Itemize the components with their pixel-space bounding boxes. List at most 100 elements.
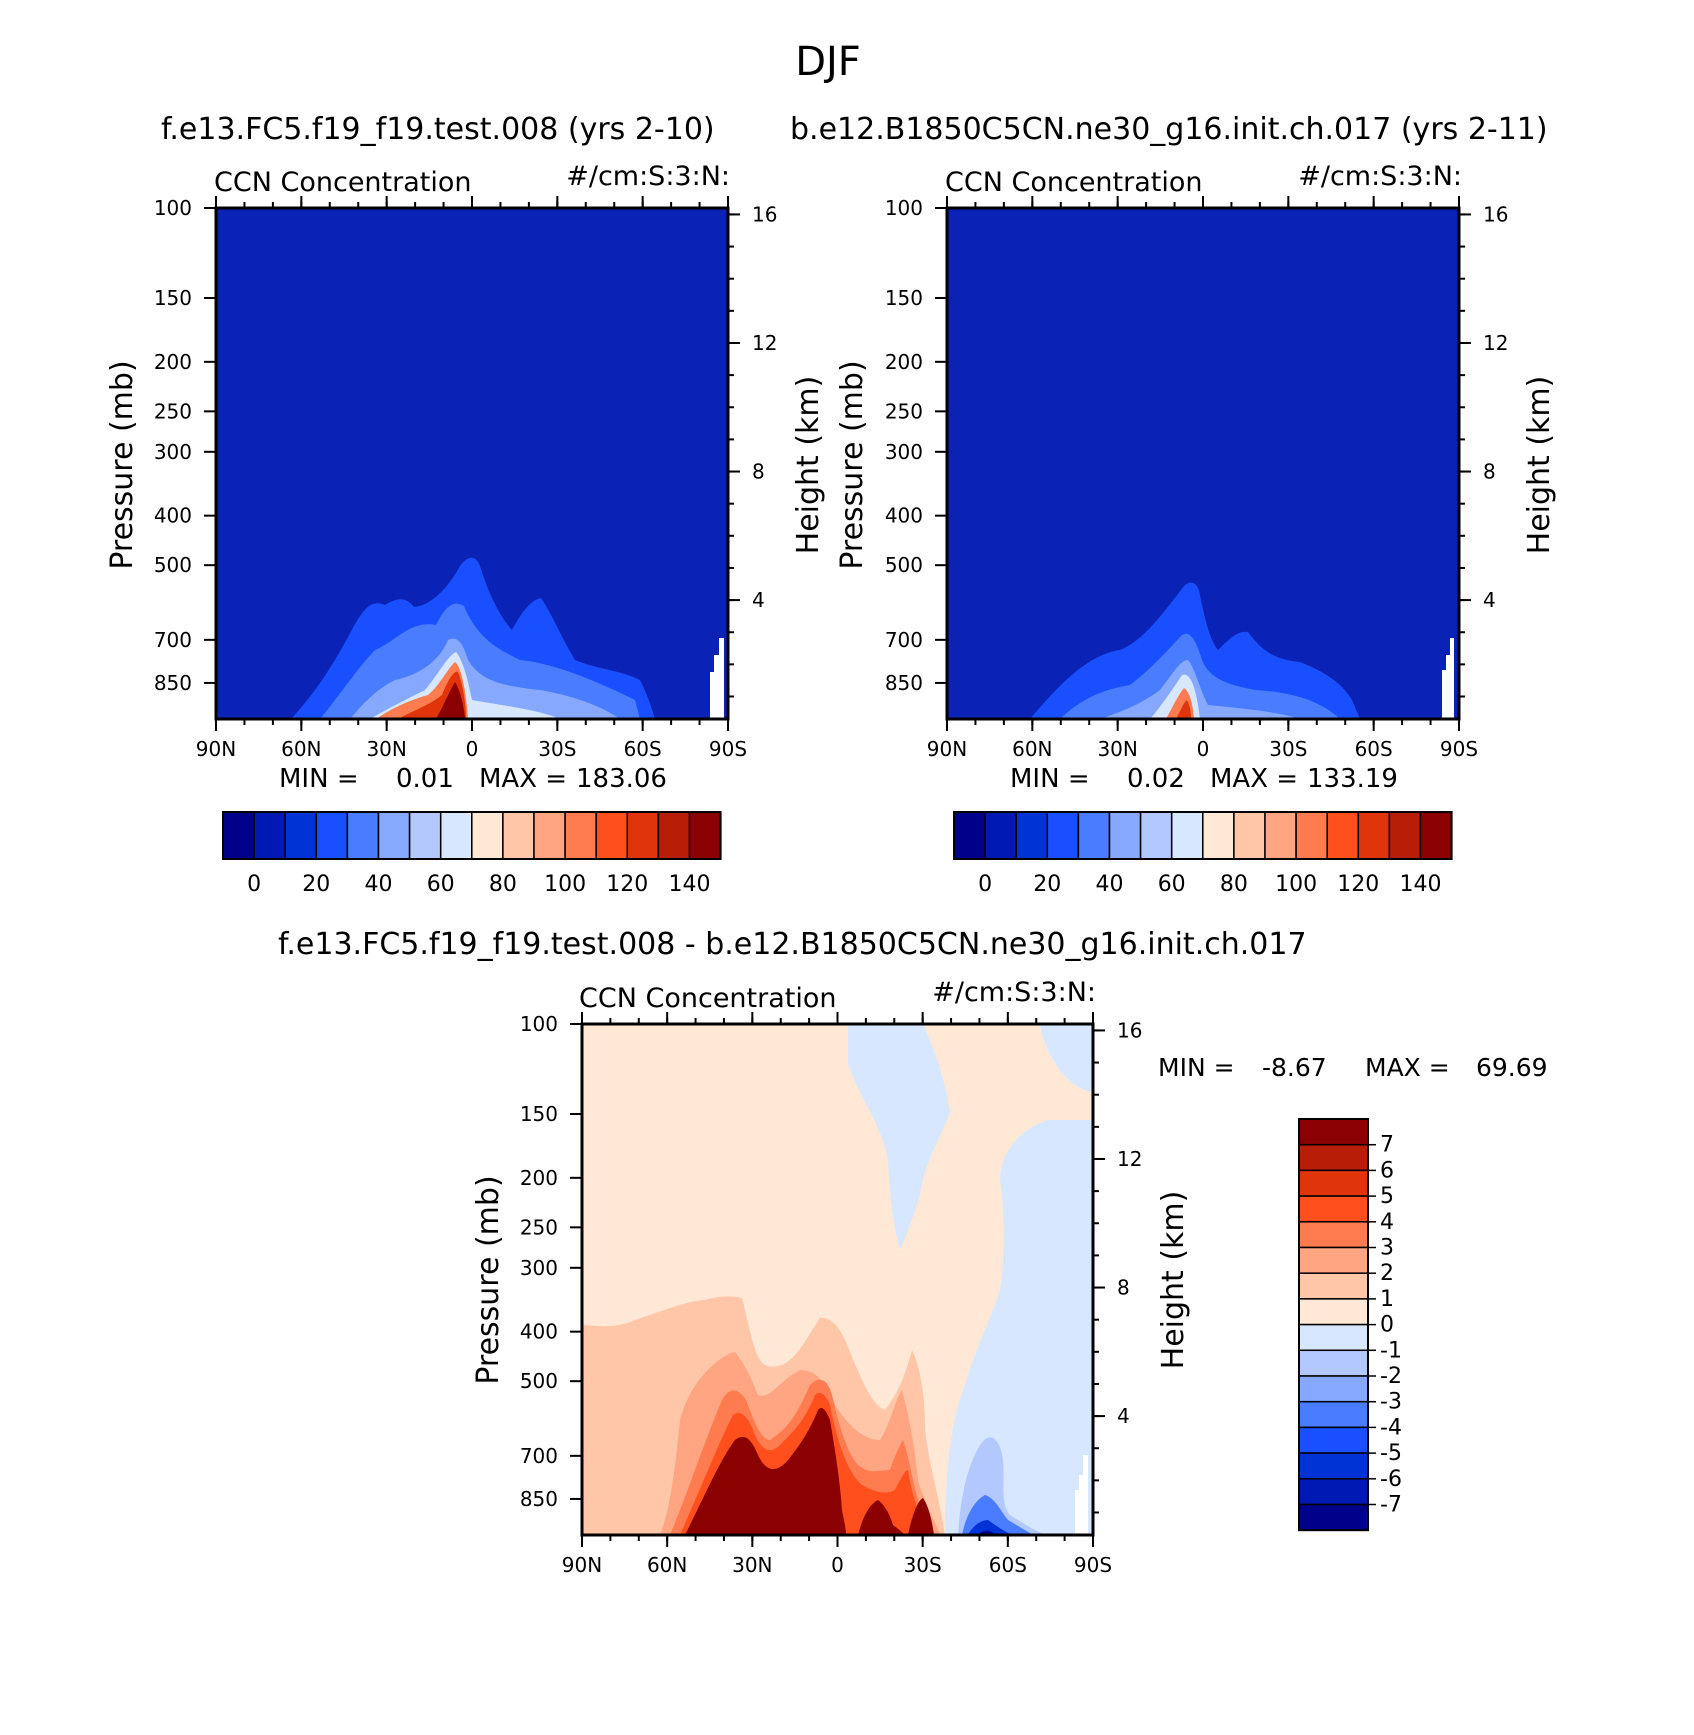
panel-2-ylabel: Pressure (mb) [835,360,870,569]
y-tick-label: 400 [154,504,192,528]
panel-3: f.e13.FC5.f19_f19.test.008 - b.e12.B1850… [278,927,1548,1577]
panel-3-y2label: Height (km) [1156,1191,1191,1370]
x-tick-label: 60N [1012,737,1052,761]
colorbar-swatch [688,811,722,860]
panel-3-positive-small [620,1498,636,1535]
y-tick-label: 250 [885,399,923,423]
colorbar-swatch [1295,811,1328,860]
x-tick-label: 60N [281,737,321,761]
colorbar-tick-label: 120 [606,872,648,897]
panel-1-plume-core [436,682,465,719]
panel-1-ylabel: Pressure (mb) [105,360,140,569]
colorbar-tick-label: 7 [1380,1133,1394,1158]
panel-3-missing-region [1075,1455,1088,1535]
panel-3-negative-upper [848,1024,950,1250]
x-tick-label: 0 [831,1553,844,1577]
colorbar-swatch [1298,1375,1369,1403]
y-tick-label: 150 [154,286,192,310]
panel-3-positive-core [685,1408,846,1535]
panel-1: f.e13.FC5.f19_f19.test.008 (yrs 2-10) CC… [105,112,826,897]
colorbar-swatch [315,811,349,860]
panel-1-x-ticks: 90N 60N 30N 0 30S 60S 90S [196,196,747,761]
colorbar-swatch [1298,1272,1369,1300]
panel-2-plume-core [1176,700,1191,719]
colorbar-swatch [657,811,691,860]
colorbar-tick-label: -4 [1380,1415,1402,1440]
colorbar-swatch [1298,1169,1369,1197]
panel-1-y-ticks: 100 150 200 250 300 400 500 700 850 [154,196,216,695]
panel-2-max-value: 133.19 [1307,764,1398,794]
colorbar-tick-label: 0 [1380,1313,1394,1338]
colorbar-tick-label: 3 [1380,1236,1394,1261]
colorbar-tick-label: 60 [427,872,455,897]
panel-3-negative-south [945,1120,1093,1535]
colorbar-tick-label: -5 [1380,1441,1402,1466]
colorbar-swatch [377,811,411,860]
panel-3-right-label: #/cm:S:3:N: [932,977,1096,1008]
y2-tick-label: 12 [1117,1147,1142,1171]
x-tick-label: 30S [904,1553,942,1577]
colorbar-tick-label: 40 [365,872,393,897]
panel-3-left-label: CCN Concentration [579,983,837,1014]
colorbar-swatch [533,811,566,860]
x-tick-label: 60N [647,1553,687,1577]
colorbar-swatch [1139,811,1173,860]
panel-1-left-label: CCN Concentration [214,167,472,198]
y-tick-label: 150 [520,1102,558,1126]
panel-2-max-label: MAX = [1210,764,1298,794]
colorbar-swatch [564,811,597,860]
colorbar-swatch [1015,811,1049,860]
colorbar-tick-label: 140 [669,872,711,897]
colorbar-swatch [626,811,660,860]
panel-2-plume-light [1100,660,1300,719]
y-tick-label: 200 [154,350,192,374]
colorbar-swatch [346,811,380,860]
panel-3-x-ticks: 90N 60N 30N 0 30S 60S 90S [562,1012,1112,1577]
y-tick-label: 150 [885,286,923,310]
panel-1-max-value: 183.06 [576,764,667,794]
colorbar-swatch [1298,1221,1369,1249]
colorbar-swatch [1046,811,1080,860]
colorbar-swatch [1298,1349,1369,1377]
colorbar-tick-label: -6 [1380,1467,1402,1492]
y-tick-label: 300 [154,440,192,464]
panel-3-y-ticks: 100 150 200 250 300 400 500 700 850 [520,1012,582,1511]
colorbar-tick-label: 5 [1380,1184,1394,1209]
y2-tick-label: 16 [1117,1018,1142,1042]
panel-2-y2label: Height (km) [1522,376,1557,555]
colorbar-swatch [1298,1246,1369,1274]
colorbar-swatch [1326,811,1360,860]
colorbar-tick-label: 100 [1275,872,1317,897]
colorbar-swatch [1298,1503,1369,1531]
x-tick-label: 30S [1269,737,1307,761]
x-tick-label: 30N [366,737,406,761]
colorbar-swatch [1108,811,1142,860]
panel-2-plot-area [947,208,1459,719]
panel-2-y2-ticks: 16 12 8 4 [1459,202,1508,698]
panel-1-max-label: MAX = [479,764,567,794]
y2-tick-label: 12 [1483,331,1508,355]
y2-tick-label: 4 [1117,1404,1130,1428]
panel-1-min-value: 0.01 [396,764,454,794]
panel-3-negative-blob-3 [968,1520,1012,1535]
colorbar-swatch [1298,1143,1369,1172]
panel-1-y2-ticks: 16 12 8 4 [728,202,777,698]
panel-3-positive-core-3 [908,1498,934,1535]
x-tick-label: 60S [1355,737,1393,761]
colorbar-tick-label: 1 [1380,1287,1394,1312]
colorbar-tick-label: -2 [1380,1364,1402,1389]
y2-tick-label: 8 [1483,460,1496,484]
panel-2-y-ticks: 100 150 200 250 300 400 500 700 850 [885,196,947,695]
colorbar-tick-label: 80 [489,872,517,897]
colorbar-tick-label: 120 [1337,872,1379,897]
colorbar-tick-label: -7 [1380,1493,1402,1518]
x-tick-label: 90S [1074,1553,1112,1577]
colorbar-swatch [984,811,1017,860]
panel-3-max-label: MAX = [1365,1053,1450,1082]
y-tick-label: 850 [520,1487,558,1511]
colorbar-swatch [1298,1452,1369,1480]
colorbar-swatch [1298,1478,1369,1506]
panel-3-min-value: -8.67 [1262,1053,1327,1082]
panel-2-right-label: #/cm:S:3:N: [1298,161,1462,192]
